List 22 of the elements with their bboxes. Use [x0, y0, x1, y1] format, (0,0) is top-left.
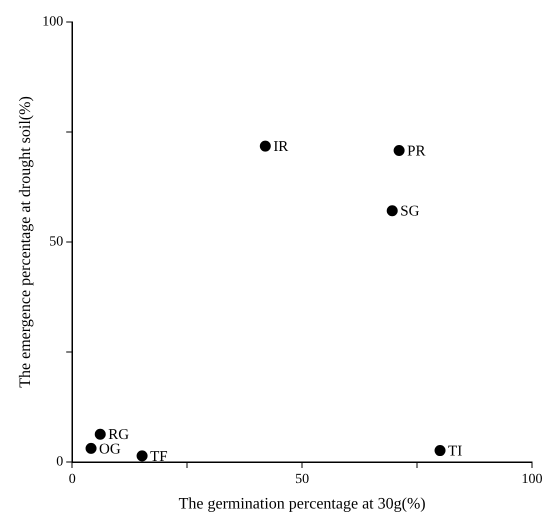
- y-axis-title: The emergence percentage at drought soil(%): [16, 96, 34, 388]
- annotation: OG: [99, 441, 121, 458]
- y-tick-label: 50: [49, 234, 64, 250]
- point: [94, 428, 106, 440]
- point: [260, 140, 271, 152]
- x-tick-label: 0: [68, 472, 76, 488]
- annotation: SG: [400, 204, 420, 220]
- point: [86, 442, 97, 454]
- point: [386, 205, 398, 216]
- y-tick-label: 100: [42, 14, 64, 30]
- y-tick-label: 0: [56, 454, 64, 470]
- annotation: RG: [108, 427, 130, 444]
- annotation: TF: [150, 448, 168, 465]
- annotation: TI: [448, 443, 462, 460]
- x-axis-title: The germination percentage at 30g(%): [178, 496, 426, 513]
- annotation: IR: [273, 139, 288, 156]
- x-tick-label: 50: [295, 472, 310, 488]
- point: [136, 450, 148, 462]
- point: [394, 144, 405, 156]
- point: [434, 445, 446, 456]
- annotation: PR: [407, 143, 426, 160]
- x-tick-label: 100: [522, 472, 542, 488]
